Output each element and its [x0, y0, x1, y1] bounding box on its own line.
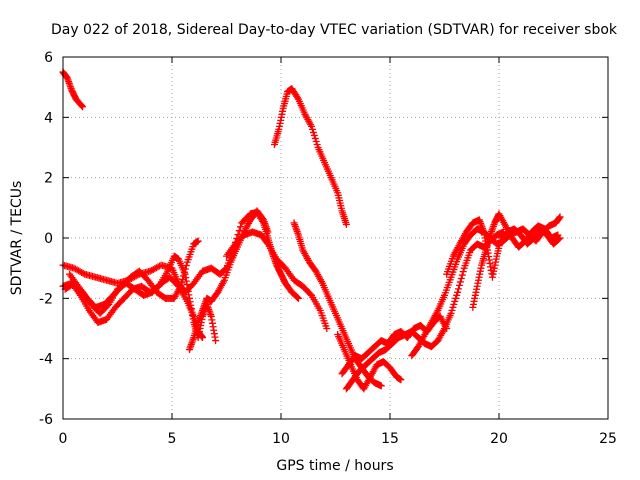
x-tick-label: 10 — [272, 431, 290, 447]
data-point — [311, 134, 319, 142]
data-point — [457, 275, 465, 283]
y-tick-label: -4 — [39, 352, 53, 368]
x-tick-label: 25 — [599, 431, 617, 447]
x-tick-label: 15 — [381, 431, 399, 447]
data-point — [556, 213, 564, 221]
data-point — [237, 223, 245, 231]
data-point — [459, 268, 467, 276]
data-point — [194, 237, 202, 245]
series-track-9 — [290, 219, 385, 390]
data-point — [447, 309, 455, 317]
data-point — [323, 325, 331, 332]
data-point — [449, 303, 457, 311]
x-tick-label: 0 — [59, 431, 68, 447]
series-track-6 — [61, 273, 207, 342]
series-track-8 — [223, 228, 331, 332]
data-point — [182, 262, 190, 270]
data-point — [454, 288, 462, 296]
y-tick-label: 6 — [44, 50, 53, 66]
y-tick-label: -2 — [39, 291, 53, 307]
data-point — [79, 103, 87, 111]
data-point — [309, 128, 317, 136]
data-point — [554, 231, 562, 239]
data-point — [308, 122, 316, 130]
data-point — [312, 137, 320, 145]
data-point — [264, 228, 272, 236]
data-point — [310, 131, 318, 139]
data-point — [342, 220, 350, 228]
series-track-2 — [270, 85, 350, 228]
data-point — [452, 294, 460, 302]
data-point — [455, 281, 463, 289]
y-tick-label: 2 — [44, 171, 53, 187]
y-tick-label: 0 — [44, 231, 53, 247]
data-point — [397, 376, 405, 384]
data-point — [455, 285, 463, 293]
data-point — [199, 334, 207, 342]
data-point — [294, 94, 302, 102]
data-point — [448, 306, 456, 314]
data-point — [294, 294, 302, 302]
data-point — [458, 271, 466, 279]
data-point — [294, 293, 302, 301]
tick-layer: 0 5 10 15 20 25 -6 -4 -2 0 2 4 6 — [39, 50, 617, 447]
data-point — [179, 275, 187, 283]
data-point — [453, 291, 461, 299]
series-track-15 — [469, 210, 562, 311]
data-point — [181, 265, 189, 273]
data-point — [180, 272, 188, 280]
data-point — [308, 125, 316, 133]
data-point — [450, 300, 458, 308]
data-point — [259, 215, 267, 223]
y-tick-label: -6 — [39, 412, 53, 428]
y-axis-label: SDTVAR / TECUs — [9, 181, 25, 296]
data-point — [451, 297, 459, 305]
data-point — [178, 279, 186, 287]
series-track-12 — [342, 228, 507, 393]
x-axis-label: GPS time / hours — [276, 458, 393, 474]
series-track-10 — [334, 331, 405, 393]
data-layer — [59, 68, 564, 393]
data-point — [313, 140, 321, 148]
x-tick-label: 5 — [168, 431, 177, 447]
x-tick-label: 20 — [490, 431, 508, 447]
data-point — [456, 278, 464, 286]
data-point — [79, 269, 87, 277]
y-tick-label: 4 — [44, 110, 53, 126]
data-point — [212, 337, 220, 345]
data-point — [377, 382, 385, 390]
series-track-14 — [443, 216, 564, 281]
chart-title: Day 022 of 2018, Sidereal Day-to-day VTE… — [51, 22, 618, 38]
series-track-5 — [66, 237, 202, 311]
data-point — [180, 268, 188, 276]
data-point — [78, 102, 86, 110]
